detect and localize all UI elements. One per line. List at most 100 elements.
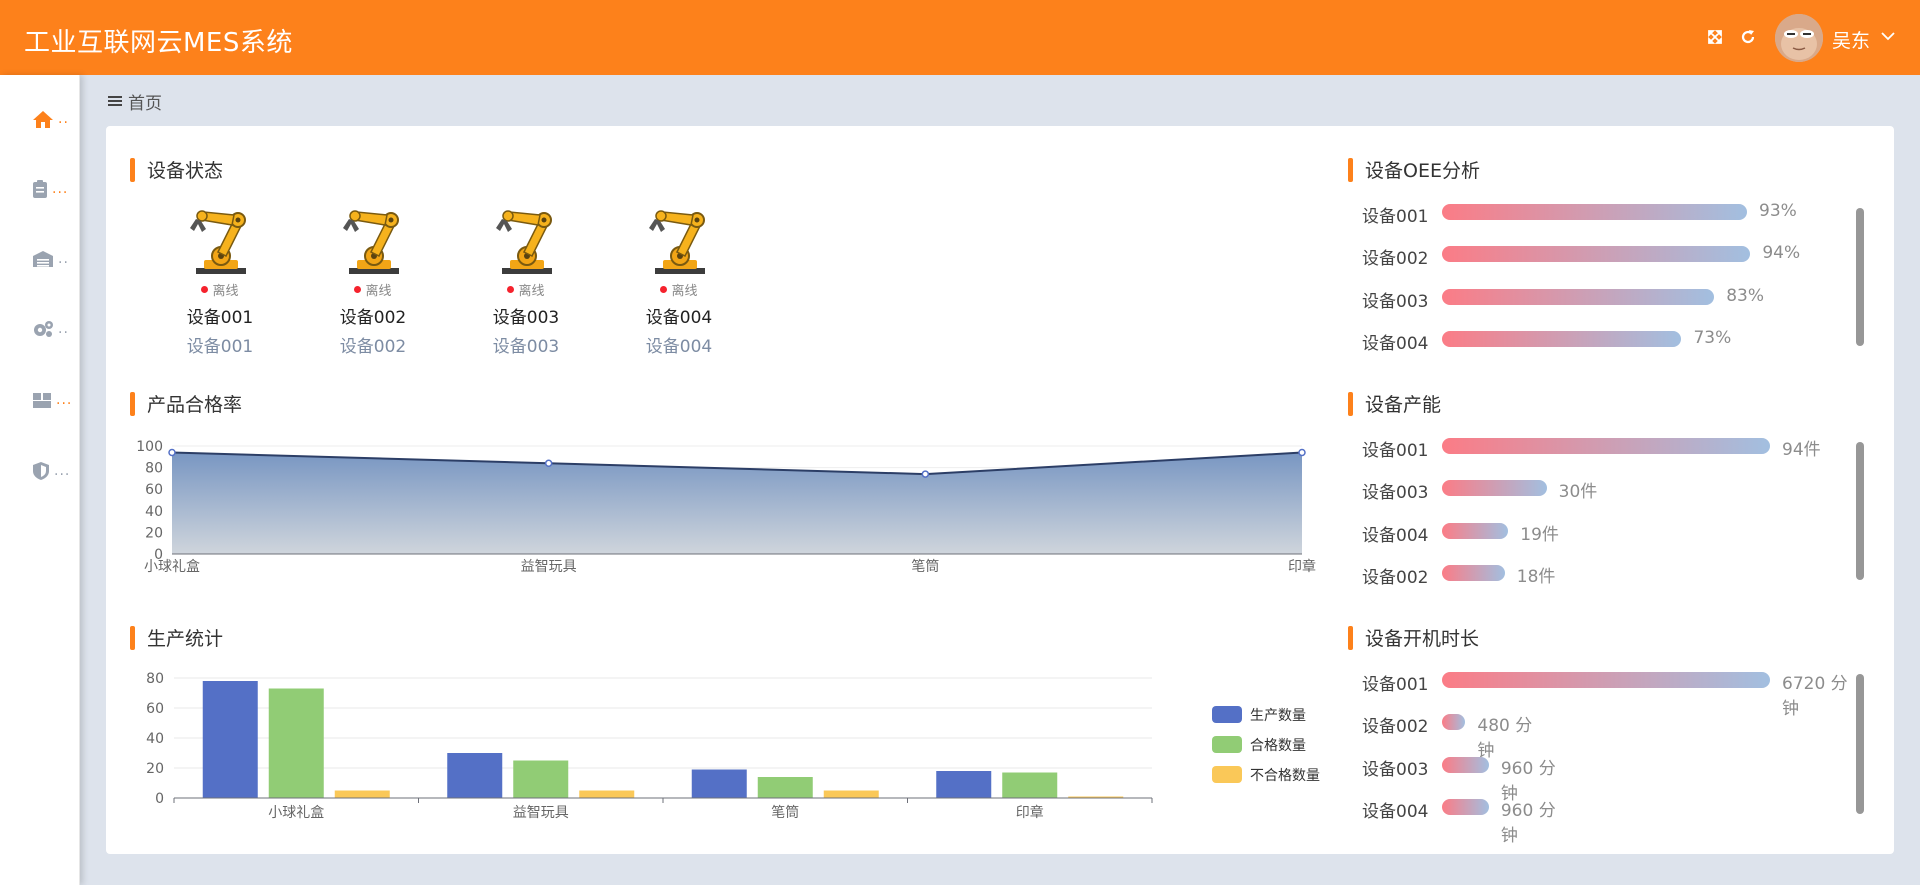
section-title-oee: 设备OEE分析 [1348,156,1480,183]
rank-value: 94% [1762,243,1801,264]
y-tick-label: 100 [136,439,163,455]
rank-value: 19件 [1520,524,1559,545]
bar [579,790,635,798]
section-title-text: 设备OEE分析 [1365,160,1480,182]
section-title-runtime: 设备开机时长 [1348,624,1479,651]
dashboard-card: 设备状态 离线 设备001 设备001 离线 设备002 设备002 [106,126,1894,854]
y-tick-label: 0 [155,791,164,807]
device-status-text: 离线 [671,284,698,299]
device-code: 设备003 [492,337,560,357]
rank-label: 设备001 [1362,675,1429,695]
sidebar-item-inventory[interactable]: ... [32,388,72,412]
rank-label: 设备003 [1362,483,1429,504]
sidebar-item-security[interactable]: ... [32,459,72,483]
section-marker [130,157,135,182]
robot-arm-icon [313,206,433,276]
rank-row: 设备004 19件 [1362,517,1852,547]
user-name[interactable]: 吴东 [1832,30,1871,52]
rank-bar [1442,438,1770,454]
section-title-text: 产品合格率 [147,394,243,416]
rank-label: 设备002 [1362,567,1429,588]
device-name: 设备002 [339,308,407,328]
sidebar-item-orders[interactable]: ... [32,177,72,201]
x-tick-label: 益智玩具 [513,805,569,821]
bar [202,681,258,798]
offline-dot [354,286,362,293]
top-header: 工业互联网云MES系统 吴东 [0,0,1920,75]
section-marker [130,391,135,416]
sidebar-item-label: .. [58,111,69,127]
rank-row: 设备003 960 分钟 [1362,751,1852,804]
x-tick-label: 笔筒 [771,804,799,821]
device-code: 设备002 [339,337,407,357]
bar [334,790,390,798]
expand-icon[interactable] [1704,26,1726,48]
sidebar-item-label: ... [54,463,71,479]
x-tick-label: 小球礼盒 [268,804,324,821]
clipboard-icon [33,180,47,198]
rank-row: 设备003 83% [1362,283,1852,313]
rank-label: 设备002 [1362,717,1429,738]
breadcrumb-home[interactable]: 首页 [128,93,162,114]
section-title-capacity: 设备产能 [1348,390,1441,417]
area-fill [172,452,1302,554]
rank-bar [1442,672,1770,688]
oee-scrollbar[interactable] [1856,208,1864,346]
device-name: 设备003 [492,308,560,328]
rank-row: 设备004 960 分钟 [1362,793,1852,846]
runtime-scrollbar[interactable] [1856,674,1864,814]
x-tick-label: 益智玩具 [521,559,577,575]
device-name: 设备004 [645,308,713,328]
rank-row: 设备004 73% [1362,325,1852,355]
rank-row: 设备002 18件 [1362,559,1852,589]
rank-row: 设备003 30件 [1362,474,1852,504]
device-card[interactable]: 离线 设备004 设备004 [619,206,739,357]
rank-bar [1442,714,1466,731]
rank-bar [1442,756,1489,773]
y-tick-label: 20 [145,525,163,541]
sidebar-item-warehouse[interactable]: .. [32,247,72,271]
rank-row: 设备001 94件 [1362,432,1852,462]
rank-row: 设备002 94% [1362,240,1852,270]
bar [823,790,879,798]
section-title-text: 设备状态 [147,160,224,182]
section-title-text: 生产统计 [147,628,224,650]
y-tick-label: 0 [154,547,163,563]
device-status: 离线 [466,280,586,299]
menu-icon[interactable] [108,95,122,107]
refresh-icon[interactable] [1737,26,1759,48]
capacity-scrollbar[interactable] [1856,442,1864,580]
device-card[interactable]: 离线 设备001 设备001 [160,206,280,357]
device-status: 离线 [619,280,739,299]
y-tick-label: 80 [145,461,163,477]
rank-bar [1442,330,1682,347]
data-point [168,448,176,457]
section-title-production-stats: 生产统计 [130,624,223,651]
bar [1002,772,1058,798]
home-icon [33,111,53,128]
robot-arm-icon [619,206,739,276]
shield-icon [33,462,49,480]
rank-value: 83% [1726,285,1765,306]
warehouse-icon [33,251,53,267]
y-tick-label: 80 [146,671,164,687]
legend-label: 生产数量 [1250,708,1306,724]
sidebar-item-settings[interactable]: .. [32,317,72,341]
rank-label: 设备001 [1362,441,1429,461]
rank-bar [1442,798,1489,815]
avatar[interactable] [1775,14,1823,62]
pass-rate-chart: 0 20 40 60 80 100 小球礼盒 益智玩具 笔筒 印章 [136,439,1316,575]
rank-value: 960 分钟 [1500,758,1556,804]
chevron-down-icon[interactable] [1880,28,1896,48]
bar [691,769,747,798]
sidebar-item-home[interactable]: .. [32,107,72,131]
bar [757,777,813,798]
rank-row: 设备001 6720 分钟 [1362,666,1852,719]
device-card[interactable]: 离线 设备002 设备002 [313,206,433,357]
section-marker [1348,391,1353,416]
rank-label: 设备003 [1362,291,1429,312]
device-card[interactable]: 离线 设备003 设备003 [466,206,586,357]
boxes-icon [33,393,51,408]
rank-value: 18件 [1516,566,1556,587]
rank-row: 设备002 480 分钟 [1362,708,1852,761]
